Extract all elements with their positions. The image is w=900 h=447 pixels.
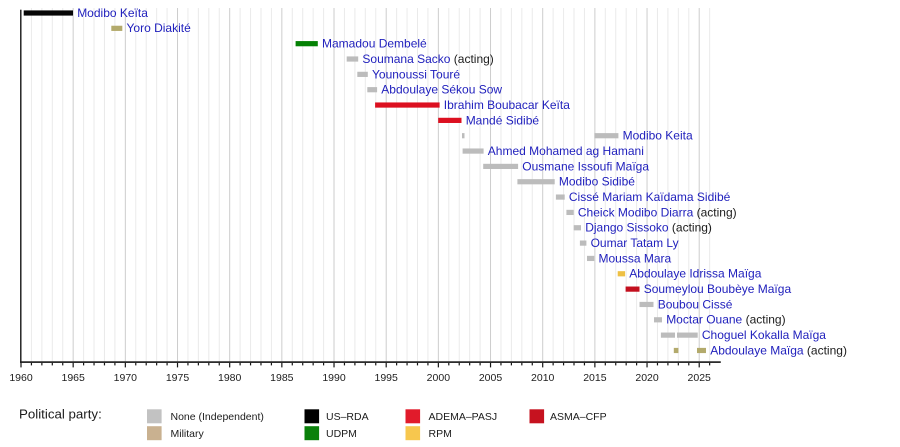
svg-text:US–RDA: US–RDA [326,411,369,423]
svg-text:Yoro Diakité: Yoro Diakité [127,21,192,35]
svg-text:Cheick Modibo Diarra (acting): Cheick Modibo Diarra (acting) [578,205,737,219]
svg-text:Modibo Sidibé: Modibo Sidibé [559,175,635,189]
svg-text:Mamadou Dembelé: Mamadou Dembelé [322,37,427,51]
svg-text:2020: 2020 [635,372,659,384]
svg-text:Modibo Keïta: Modibo Keïta [77,6,148,20]
svg-text:1995: 1995 [375,372,399,384]
svg-text:Boubou Cissé: Boubou Cissé [658,297,733,311]
svg-text:Abdoulaye Sékou Sow: Abdoulaye Sékou Sow [381,83,502,97]
svg-text:Django Sissoko (acting): Django Sissoko (acting) [585,221,712,235]
svg-text:Younoussi Touré: Younoussi Touré [372,67,460,81]
svg-text:Abdoulaye Maïga (acting): Abdoulaye Maïga (acting) [710,343,847,357]
svg-text:Choguel Kokalla Maïga: Choguel Kokalla Maïga [702,328,826,342]
svg-text:2015: 2015 [583,372,607,384]
svg-text:2005: 2005 [479,372,503,384]
svg-text:Mandé Sidibé: Mandé Sidibé [466,113,540,127]
svg-text:None (Independent): None (Independent) [171,411,264,423]
svg-text:Military: Military [171,428,205,440]
svg-text:Cissé Mariam Kaïdama Sidibé: Cissé Mariam Kaïdama Sidibé [569,190,731,204]
svg-text:1965: 1965 [61,372,85,384]
svg-text:1990: 1990 [322,372,346,384]
svg-text:Soumana Sacko (acting): Soumana Sacko (acting) [362,52,493,66]
svg-text:Ibrahim Boubacar Keïta: Ibrahim Boubacar Keïta [444,98,570,112]
svg-text:Modibo Keita: Modibo Keita [623,129,693,143]
svg-text:RPM: RPM [429,428,452,440]
svg-text:UDPM: UDPM [326,428,357,440]
svg-text:1960: 1960 [9,372,33,384]
svg-text:Political party:: Political party: [19,407,102,422]
svg-text:Moussa Mara: Moussa Mara [599,251,672,265]
svg-text:ADEMA–PASJ: ADEMA–PASJ [429,411,498,423]
svg-text:1975: 1975 [166,372,190,384]
svg-text:Ousmane Issoufi Maïga: Ousmane Issoufi Maïga [522,159,649,173]
svg-text:1985: 1985 [270,372,294,384]
svg-text:1970: 1970 [114,372,138,384]
svg-text:1980: 1980 [218,372,242,384]
svg-text:2010: 2010 [531,372,555,384]
svg-text:2025: 2025 [688,372,712,384]
svg-text:Soumeylou Boubèye Maïga: Soumeylou Boubèye Maïga [644,282,792,296]
svg-text:Abdoulaye Idrissa Maïga: Abdoulaye Idrissa Maïga [629,267,761,281]
svg-text:Moctar Ouane (acting): Moctar Ouane (acting) [666,313,785,327]
svg-text:Ahmed Mohamed ag Hamani: Ahmed Mohamed ag Hamani [488,144,644,158]
svg-text:Oumar Tatam Ly: Oumar Tatam Ly [591,236,679,250]
svg-text:ASMA–CFP: ASMA–CFP [550,411,607,423]
svg-text:2000: 2000 [427,372,451,384]
